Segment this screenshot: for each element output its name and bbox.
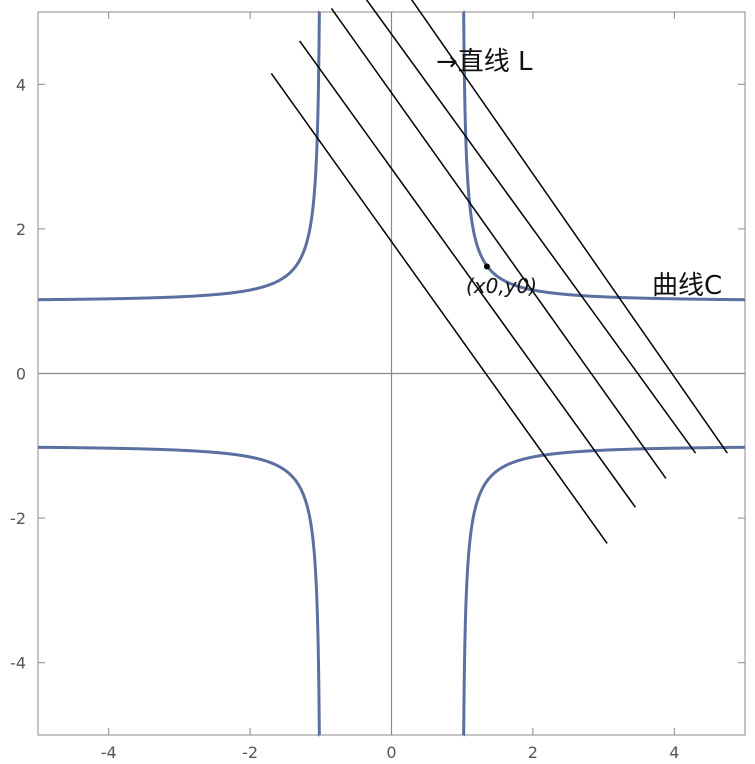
tick-labels: -4 -2 0 2 4 4 2 0 -2 -4: [10, 75, 679, 762]
x-tick-label: 2: [528, 743, 538, 762]
point-label: (x0,y0): [466, 274, 537, 298]
y-tick-label: -2: [10, 509, 26, 528]
curve-c: [37, 10, 746, 737]
line-l: [270, 73, 608, 544]
line-l: [298, 40, 637, 508]
x-tick-label: -4: [101, 743, 117, 762]
axes: [38, 12, 745, 735]
y-tick-label: 2: [16, 220, 26, 239]
line-l: [365, 0, 697, 454]
tangent-point: [483, 263, 490, 270]
y-tick-label: 4: [16, 75, 26, 94]
line-label: →直线 L: [436, 47, 533, 77]
curve-branch: [37, 445, 321, 737]
parallel-lines: [270, 0, 728, 544]
line-l: [410, 0, 728, 454]
curve-label: 曲线C: [652, 271, 722, 301]
x-tick-label: 0: [386, 743, 396, 762]
x-tick-label: 4: [669, 743, 679, 762]
line-l: [330, 7, 667, 479]
curve-branch: [37, 10, 321, 302]
curve-branch: [462, 445, 746, 737]
x-tick-label: -2: [242, 743, 258, 762]
curve-branch: [462, 10, 746, 302]
y-tick-label: 0: [16, 365, 26, 384]
y-tick-label: -4: [10, 654, 26, 673]
annotations: →直线 L 曲线C (x0,y0): [436, 47, 722, 301]
